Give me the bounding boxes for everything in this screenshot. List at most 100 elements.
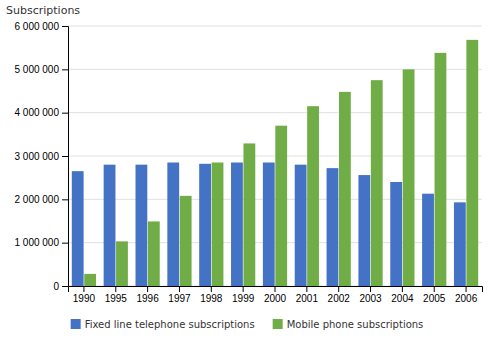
- bar: [327, 168, 339, 286]
- x-tick: 1990: [73, 286, 96, 304]
- grid: [68, 26, 482, 286]
- x-tick-label: 1997: [168, 293, 191, 304]
- legend-swatch: [273, 319, 283, 329]
- grid-line: [68, 199, 482, 200]
- x-tick: 2004: [391, 286, 414, 304]
- grid-line: [68, 156, 482, 157]
- x-tick-label: 2003: [359, 293, 382, 304]
- x-axis: 1990 1995 1996 1997 1998 1999 2000 2001 2002 2003…: [69, 286, 483, 304]
- plot: 1990 1995 1996 1997 1998 1999 2000 2001 2002 2003…: [15, 21, 483, 304]
- y-tick-mark: [62, 286, 68, 287]
- x-tick-label: 2005: [423, 293, 446, 304]
- bar: [263, 163, 275, 287]
- y-axis-line: [62, 27, 69, 287]
- bar: [231, 163, 243, 287]
- grid-line: [68, 112, 482, 113]
- y-tick-label: 1 000 000: [15, 237, 60, 248]
- x-tick: 1996: [136, 286, 159, 304]
- x-tick: 1999: [232, 286, 255, 304]
- x-tick: 2000: [264, 286, 287, 304]
- bar: [84, 274, 96, 286]
- x-tick-label: 2002: [328, 293, 351, 304]
- bar: [167, 163, 179, 287]
- bar: [72, 171, 84, 286]
- bar: [199, 164, 211, 286]
- bars: [72, 40, 478, 286]
- bar: [212, 163, 224, 287]
- bar: [295, 165, 307, 286]
- x-tick-mark: [115, 286, 116, 292]
- y-tick-label: 2 000 000: [15, 194, 60, 205]
- bar: [339, 92, 351, 286]
- bar: [466, 40, 478, 286]
- bar: [148, 221, 160, 286]
- y-tick-mark: [62, 243, 68, 244]
- y-tick-mark: [62, 69, 68, 70]
- bar: [116, 241, 128, 286]
- x-tick: 2003: [359, 286, 382, 304]
- x-tick-mark: [243, 286, 244, 292]
- bar: [422, 194, 434, 286]
- bar: [135, 165, 147, 286]
- x-tick-label: 2000: [264, 293, 287, 304]
- bar: [390, 182, 402, 286]
- x-tick: 2002: [328, 286, 351, 304]
- chart: 1990 1995 1996 1997 1998 1999 2000 2001 2002 2003…: [0, 0, 494, 338]
- x-tick-mark: [402, 286, 403, 292]
- bar: [243, 143, 255, 286]
- y-tick-mark: [62, 156, 68, 157]
- grid-line: [68, 26, 482, 27]
- x-tick: 2006: [455, 286, 478, 304]
- x-tick: 2005: [423, 286, 446, 304]
- x-tick-mark: [338, 286, 339, 292]
- x-axis-line: [69, 287, 483, 293]
- bar: [371, 80, 383, 286]
- x-tick-label: 2006: [455, 293, 478, 304]
- x-tick-mark: [370, 286, 371, 292]
- y-tick-mark: [62, 199, 68, 200]
- x-tick-mark: [306, 286, 307, 292]
- y-tick: 5 000 000: [15, 64, 69, 75]
- bar: [104, 165, 116, 286]
- legend-swatch: [71, 319, 81, 329]
- y-tick: 4 000 000: [15, 107, 69, 118]
- y-tick: 6 000 000: [15, 21, 69, 32]
- bar: [180, 196, 192, 286]
- grid-line: [68, 242, 482, 243]
- x-tick-label: 1999: [232, 293, 255, 304]
- y-axis: 0 1 000 000 2 000 000 3 000 000 4 000 000 5 0…: [15, 21, 69, 292]
- y-label: Subscriptions: [6, 4, 80, 17]
- x-tick: 2001: [296, 286, 319, 304]
- bar: [403, 69, 415, 286]
- legend: Fixed line telephone subscriptions Mobile…: [71, 319, 424, 330]
- y-tick-label: 0: [53, 281, 59, 292]
- x-tick-label: 1995: [105, 293, 128, 304]
- legend-label: Mobile phone subscriptions: [287, 319, 424, 330]
- x-tick-mark: [275, 286, 276, 292]
- bar: [454, 202, 466, 286]
- x-tick-mark: [83, 286, 84, 292]
- x-tick-mark: [147, 286, 148, 292]
- bar: [275, 126, 287, 286]
- x-tick-label: 1996: [136, 293, 159, 304]
- x-tick-mark: [211, 286, 212, 292]
- grid-line: [68, 69, 482, 70]
- y-tick-label: 6 000 000: [15, 21, 60, 32]
- x-tick-mark: [179, 286, 180, 292]
- legend-item: Fixed line telephone subscriptions: [71, 319, 255, 330]
- bar: [435, 53, 447, 286]
- bar: [307, 106, 319, 286]
- bar: [358, 175, 370, 286]
- y-tick-mark: [62, 113, 68, 114]
- series: [84, 40, 478, 286]
- x-tick-label: 2001: [296, 293, 319, 304]
- y-tick-label: 3 000 000: [15, 151, 60, 162]
- x-tick-label: 1990: [73, 293, 96, 304]
- y-tick: 0: [53, 281, 68, 292]
- x-tick-mark: [466, 286, 467, 292]
- y-tick: 1 000 000: [15, 237, 69, 248]
- x-tick-label: 1998: [200, 293, 223, 304]
- x-tick: 1998: [200, 286, 223, 304]
- y-tick-mark: [62, 26, 68, 27]
- y-tick-label: 5 000 000: [15, 64, 60, 75]
